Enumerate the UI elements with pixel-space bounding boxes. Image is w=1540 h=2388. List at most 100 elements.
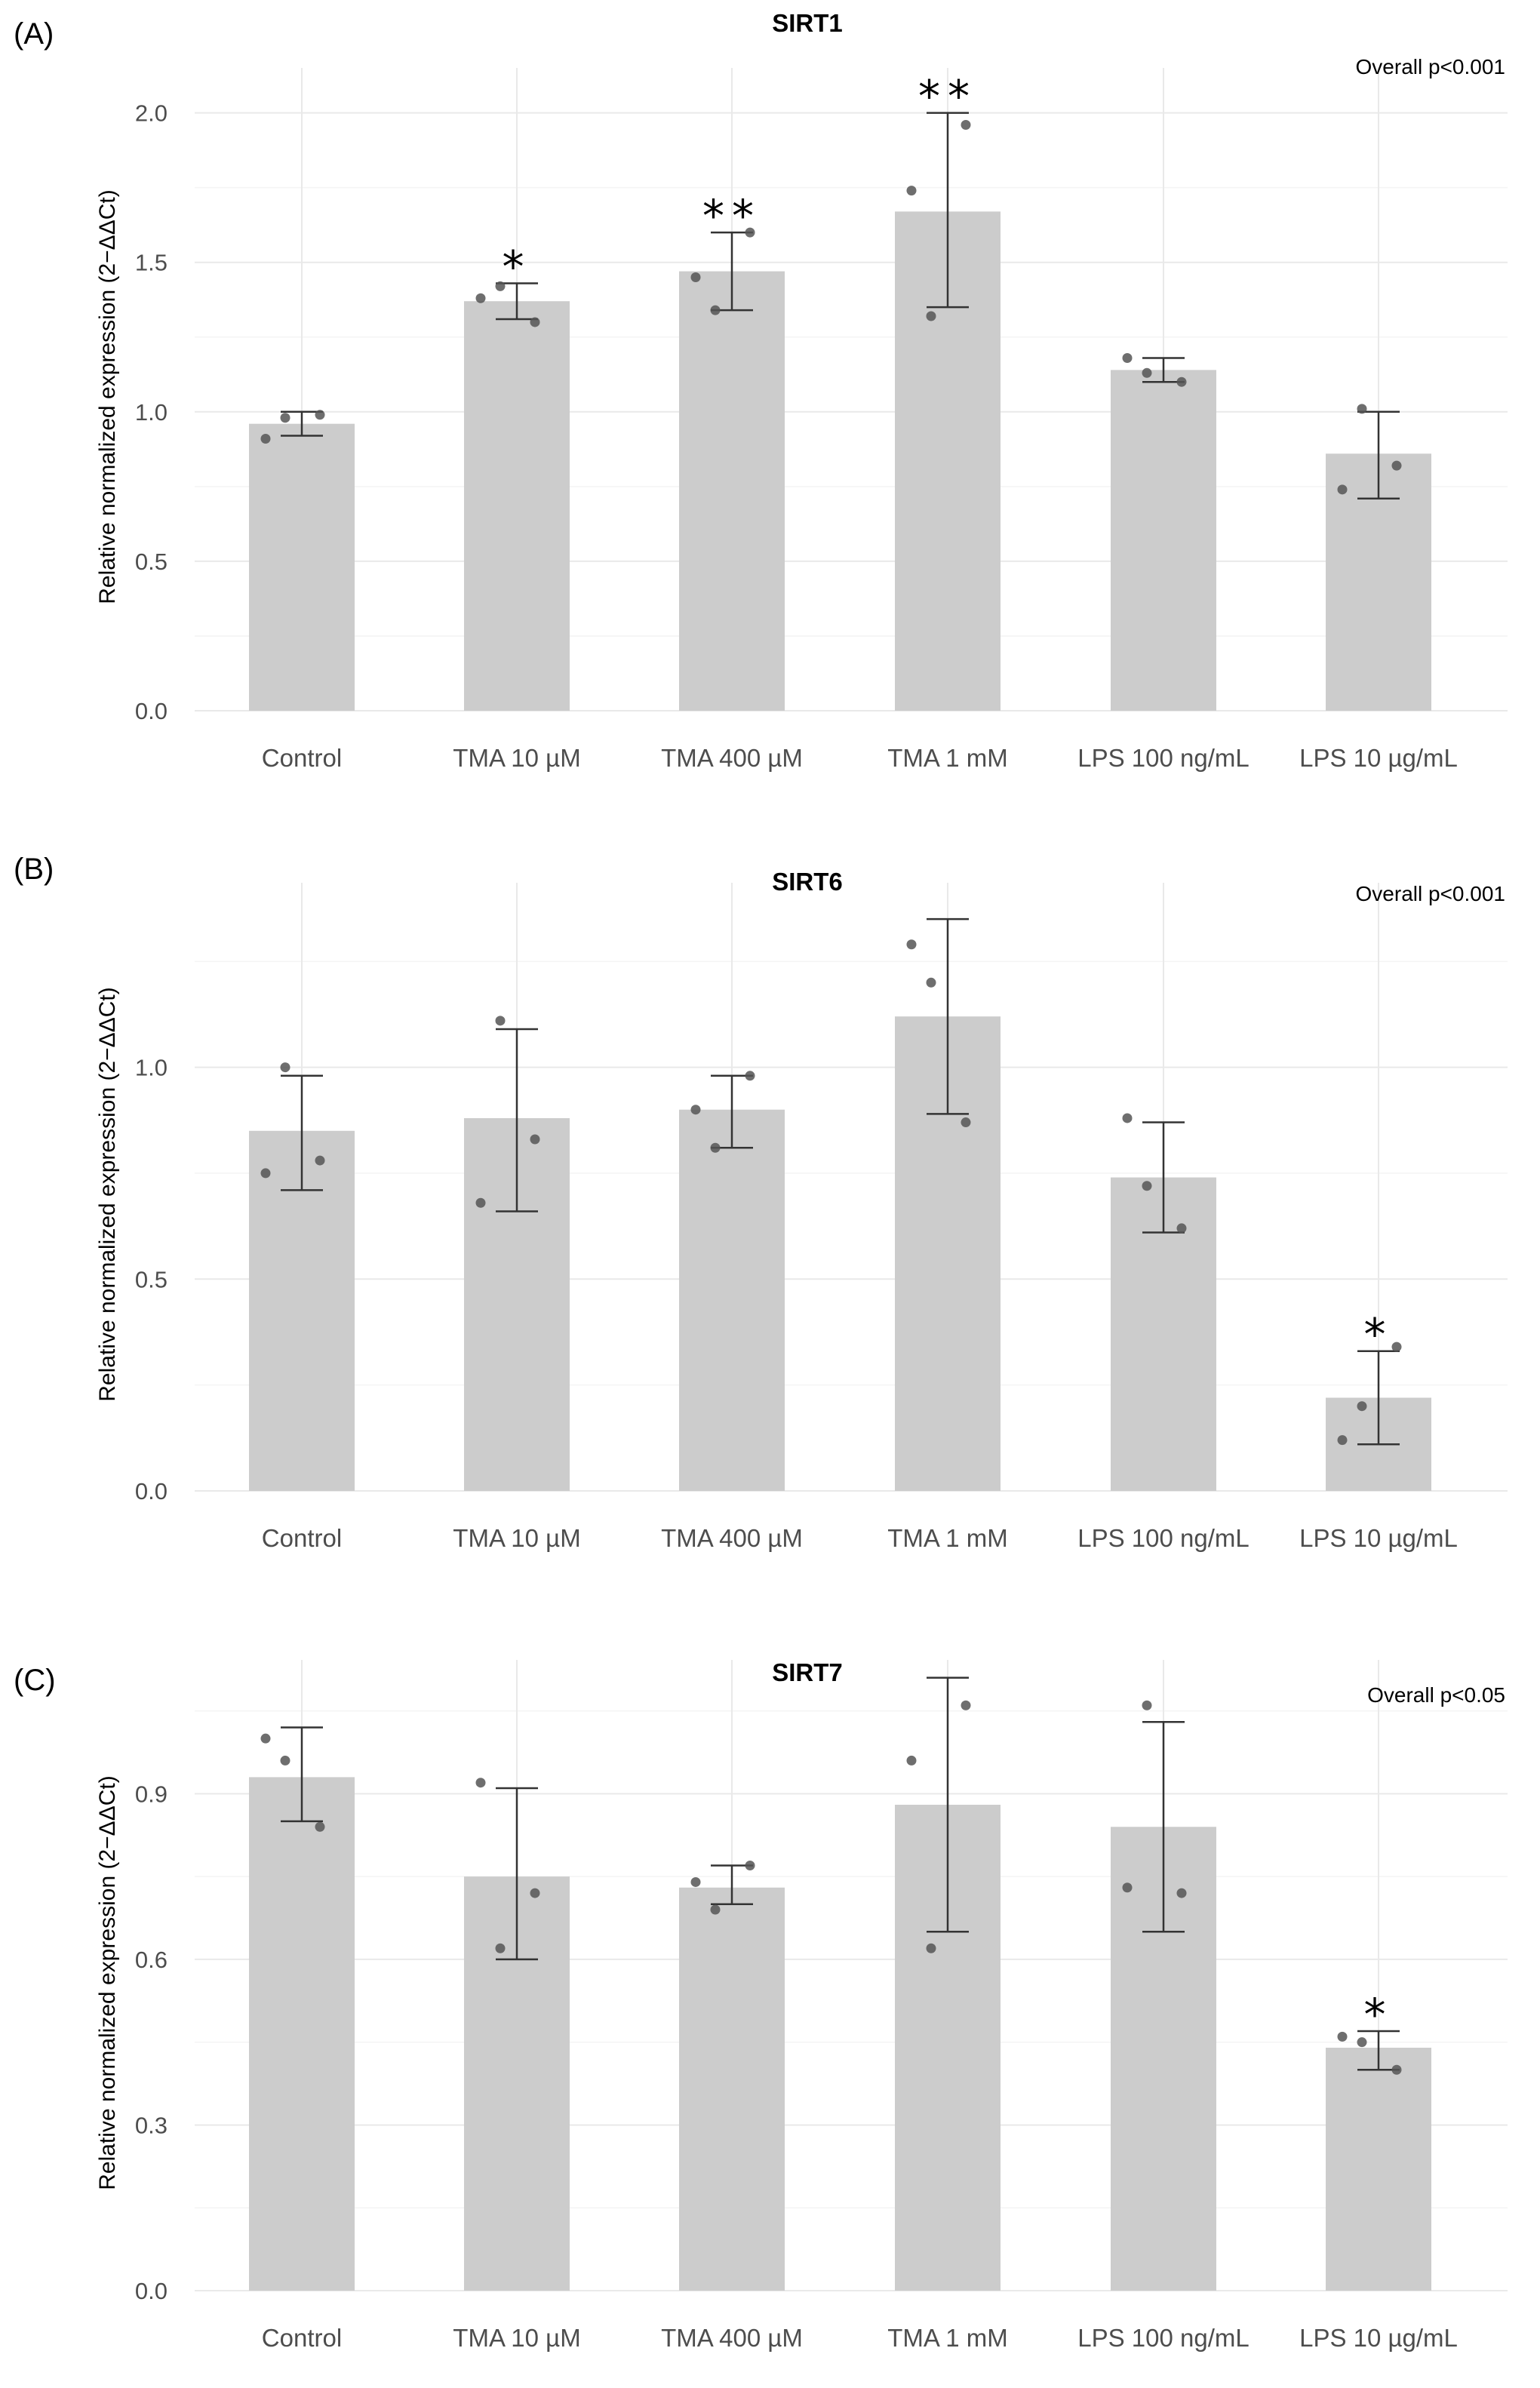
significance-marker-1: * (503, 241, 532, 292)
y-tick-label: 0.0 (135, 2278, 168, 2304)
data-point (745, 1071, 755, 1081)
data-point (745, 227, 755, 238)
data-point (1176, 376, 1187, 387)
data-point (906, 939, 917, 950)
data-point (1391, 460, 1402, 471)
x-tick-label: TMA 10 µM (453, 744, 580, 772)
data-point (690, 272, 701, 283)
data-point (280, 1755, 290, 1766)
y-tick-label: 0.9 (135, 1781, 168, 1807)
y-tick-label: 1.5 (135, 250, 168, 276)
data-point (710, 305, 721, 315)
data-point (906, 186, 917, 196)
data-point (280, 413, 290, 423)
y-tick-label: 1.0 (135, 1055, 168, 1081)
bar-2 (679, 1109, 785, 1491)
y-tick-label: 1.0 (135, 399, 168, 426)
data-point (495, 1016, 506, 1026)
bar-0 (249, 1777, 355, 2291)
panel-label: (B) (14, 853, 54, 886)
bar-2 (679, 1887, 785, 2291)
data-point (961, 1700, 971, 1710)
bar-1 (464, 301, 570, 711)
data-point (1122, 1113, 1133, 1123)
data-point (1176, 1223, 1187, 1234)
x-tick-label: LPS 10 µg/mL (1299, 744, 1458, 772)
chart-title: SIRT1 (772, 9, 843, 37)
data-point (745, 1860, 755, 1870)
y-tick-label: 2.0 (135, 100, 168, 127)
x-tick-label: LPS 100 ng/mL (1077, 1524, 1250, 1552)
chart-title: SIRT7 (772, 1658, 843, 1686)
data-point (1357, 404, 1367, 414)
data-point (1142, 1181, 1152, 1191)
y-tick-label: 0.6 (135, 1947, 168, 1973)
significance-marker-5: * (1364, 1989, 1394, 2040)
data-point (1357, 2037, 1367, 2048)
y-axis-label: Relative normalized expression (2−ΔΔCt) (95, 987, 120, 1401)
significance-marker-5: * (1364, 1309, 1394, 1360)
x-tick-label: TMA 1 mM (887, 1524, 1008, 1552)
data-point (475, 293, 486, 303)
data-point (1357, 1401, 1367, 1412)
overall-p-annotation: Overall p<0.001 (1356, 55, 1505, 78)
y-tick-label: 0.0 (135, 698, 168, 724)
y-axis-label: Relative normalized expression (2−ΔΔCt) (95, 1775, 120, 2190)
chart-panel-0: 0.00.51.01.52.0*****Control TMA 10 µM TMA … (14, 9, 1508, 772)
y-tick-label: 0.3 (135, 2112, 168, 2138)
y-tick-label: 0.5 (135, 1266, 168, 1292)
data-point (1391, 1342, 1402, 1352)
data-point (315, 1821, 325, 1832)
significance-marker-2: ** (702, 190, 761, 241)
data-point (1122, 352, 1133, 363)
x-tick-label: TMA 400 µM (661, 2324, 803, 2352)
data-point (690, 1105, 701, 1115)
x-tick-label: Control (262, 2324, 342, 2352)
x-tick-label: Control (262, 1524, 342, 1552)
data-point (530, 1888, 540, 1898)
data-point (530, 1134, 540, 1145)
data-point (260, 1733, 271, 1744)
panel-label: (C) (14, 1664, 56, 1697)
data-point (260, 1168, 271, 1179)
x-tick-label: LPS 100 ng/mL (1077, 2324, 1250, 2352)
data-point (1122, 1882, 1133, 1893)
chart-panel-1: 0.0 0.5 1.0 * Control TMA 10 µM TMA 400 µM TMA … (14, 853, 1508, 1552)
data-point (1337, 484, 1348, 495)
chart-panel-2: 0.0 0.3 0.6 0.9 * Control TMA 10 µM TMA 400 µM T… (14, 1658, 1508, 2352)
data-point (475, 1778, 486, 1788)
data-point (1337, 2031, 1348, 2042)
x-tick-label: LPS 10 µg/mL (1299, 2324, 1458, 2352)
data-point (906, 1755, 917, 1766)
x-tick-label: Control (262, 744, 342, 772)
overall-p-annotation: Overall p<0.05 (1367, 1683, 1505, 1707)
bar-4 (1111, 370, 1216, 711)
bar-5 (1326, 2047, 1431, 2291)
data-point (530, 317, 540, 327)
x-tick-label: TMA 400 µM (661, 744, 803, 772)
x-tick-label: TMA 10 µM (453, 1524, 580, 1552)
data-point (495, 1943, 506, 1953)
chart-title: SIRT6 (772, 868, 843, 896)
data-point (495, 281, 506, 291)
x-tick-label: TMA 10 µM (453, 2324, 580, 2352)
x-tick-label: TMA 1 mM (887, 744, 1008, 772)
bar-2 (679, 271, 785, 711)
x-tick-label: TMA 1 mM (887, 2324, 1008, 2352)
data-point (315, 410, 325, 420)
data-point (280, 1062, 290, 1073)
x-tick-label: LPS 100 ng/mL (1077, 744, 1250, 772)
y-axis-label: Relative normalized expression (2−ΔΔCt) (95, 189, 120, 604)
y-tick-label: 0.0 (135, 1478, 168, 1504)
overall-p-annotation: Overall p<0.001 (1356, 882, 1505, 905)
data-point (710, 1904, 721, 1915)
x-tick-label: TMA 400 µM (661, 1524, 803, 1552)
data-point (710, 1142, 721, 1153)
data-point (1142, 1700, 1152, 1710)
data-point (1142, 367, 1152, 378)
data-point (926, 977, 936, 988)
y-tick-label: 0.5 (135, 549, 168, 575)
x-tick-label: LPS 10 µg/mL (1299, 1524, 1458, 1552)
data-point (1391, 2064, 1402, 2075)
